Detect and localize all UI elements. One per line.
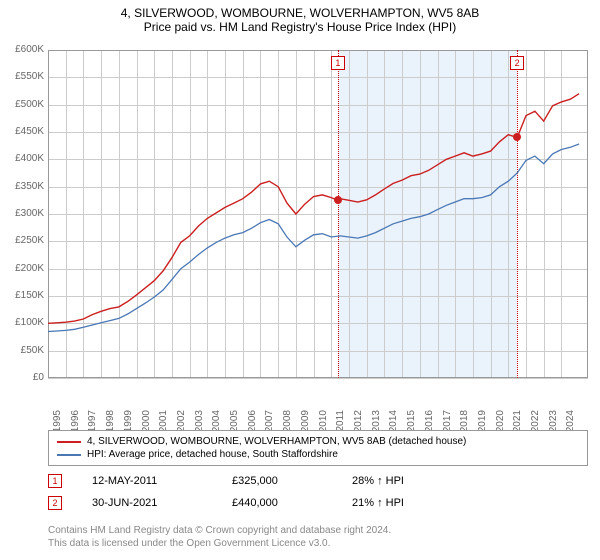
sale-diff: 21% ↑ HPI <box>352 497 404 509</box>
legend-label: 4, SILVERWOOD, WOMBOURNE, WOLVERHAMPTON,… <box>87 436 466 447</box>
price-chart: £0£50K£100K£150K£200K£250K£300K£350K£400… <box>0 0 600 430</box>
sale-price: £325,000 <box>232 475 322 487</box>
legend-row-hpi: HPI: Average price, detached house, Sout… <box>57 448 579 461</box>
footer-line-1: Contains HM Land Registry data © Crown c… <box>48 524 391 537</box>
legend-row-property: 4, SILVERWOOD, WOMBOURNE, WOLVERHAMPTON,… <box>57 435 579 448</box>
footer-line-2: This data is licensed under the Open Gov… <box>48 537 391 550</box>
legend-swatch <box>57 454 81 456</box>
series-hpi <box>48 144 579 332</box>
sale-price: £440,000 <box>232 497 322 509</box>
sale-date: 12-MAY-2011 <box>92 475 202 487</box>
legend-label: HPI: Average price, detached house, Sout… <box>87 449 338 460</box>
legend-swatch <box>57 441 81 443</box>
sale-row-marker: 2 <box>48 496 62 510</box>
series-property <box>48 94 579 324</box>
footer-attribution: Contains HM Land Registry data © Crown c… <box>48 524 391 550</box>
sale-row-1: 1 12-MAY-2011 £325,000 28% ↑ HPI <box>48 474 404 488</box>
sale-diff: 28% ↑ HPI <box>352 475 404 487</box>
legend: 4, SILVERWOOD, WOMBOURNE, WOLVERHAMPTON,… <box>48 430 588 466</box>
sale-date: 30-JUN-2021 <box>92 497 202 509</box>
sale-row-2: 2 30-JUN-2021 £440,000 21% ↑ HPI <box>48 496 404 510</box>
series-svg <box>0 0 600 430</box>
sale-row-marker: 1 <box>48 474 62 488</box>
